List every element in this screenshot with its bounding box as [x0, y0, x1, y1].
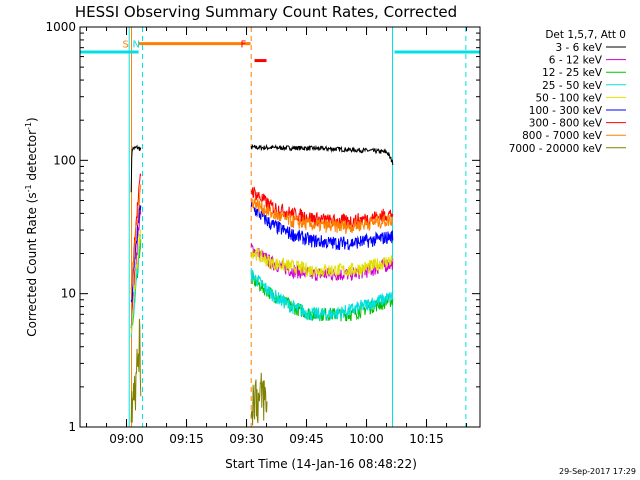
series-line [130, 144, 142, 193]
legend-label: 50 - 100 keV [535, 92, 602, 104]
legend-label: 300 - 800 keV [529, 118, 603, 130]
legend-label: 6 - 12 keV [549, 55, 603, 67]
x-tick-label: 10:15 [409, 432, 444, 446]
legend-title: Det 1,5,7, Att 0 [545, 29, 626, 41]
x-tick-label: 09:15 [169, 432, 204, 446]
y-tick-label: 100 [53, 153, 76, 167]
y-axis-label-sup: -1 [24, 122, 33, 130]
marker-label: N [133, 40, 140, 51]
series-line [130, 229, 142, 334]
y-axis-label-sup: -1 [24, 184, 33, 192]
series-line [250, 247, 394, 278]
legend-label: 12 - 25 keV [542, 67, 603, 79]
x-tick-label: 09:30 [229, 432, 264, 446]
chart-title: HESSI Observing Summary Count Rates, Cor… [75, 3, 457, 21]
series-line [250, 202, 394, 251]
marker-label: F [241, 40, 247, 51]
x-tick-label: 10:00 [349, 432, 384, 446]
series-line [250, 267, 394, 321]
series-line [130, 184, 142, 294]
marker-label: S [123, 40, 129, 51]
y-tick-label: 1000 [45, 20, 76, 34]
series-line [250, 372, 268, 426]
legend-label: 25 - 50 keV [542, 80, 603, 92]
legend-label: 100 - 300 keV [529, 105, 603, 117]
axes-layer: 09:00 09:15 09:30 09:45 10:00 10:15 1 10 100 1000 [45, 20, 480, 446]
legend-label: 800 - 7000 keV [522, 130, 603, 142]
legend-label: 7000 - 20000 keV [509, 143, 603, 155]
series-line [130, 318, 142, 423]
x-tick-label: 09:45 [289, 432, 324, 446]
plot-frame [79, 26, 481, 428]
y-tick-label: 1 [68, 420, 76, 434]
y-tick-label: 10 [61, 287, 76, 301]
series-line [250, 197, 394, 235]
y-axis-label: Corrected Count Rate (s-1 detector-1) [24, 117, 39, 336]
x-tick-label: 09:00 [109, 432, 144, 446]
y-axis-label-part: ) [25, 117, 39, 122]
plot-timestamp: 29-Sep-2017 17:29 [559, 467, 636, 476]
y-axis-label-part: Corrected Count Rate (s [25, 192, 39, 336]
legend-label: 3 - 6 keV [555, 42, 602, 54]
x-axis-label: Start Time (14-Jan-16 08:48:22) [225, 457, 417, 471]
series-line [250, 143, 394, 165]
y-axis-label-part: detector [25, 130, 39, 185]
